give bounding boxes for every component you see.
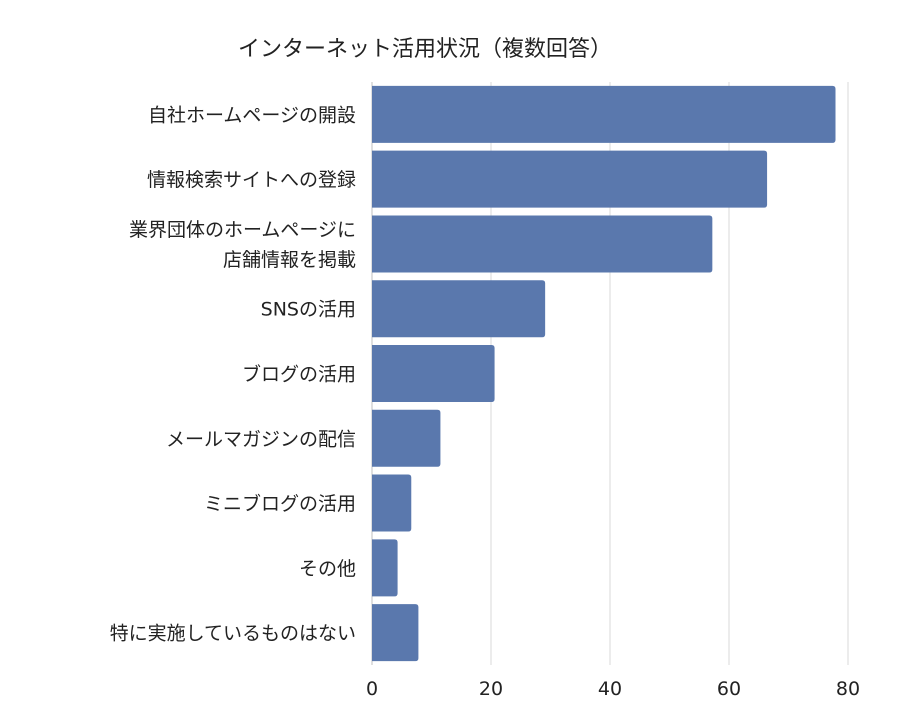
category-label: 情報検索サイトへの登録 xyxy=(147,169,356,191)
category-labels: 自社ホームページの開設情報検索サイトへの登録業界団体のホームページに店舗情報を掲… xyxy=(110,104,356,644)
category-label: ミニブログの活用 xyxy=(204,492,356,515)
category-label-line: ブログの活用 xyxy=(242,363,356,386)
category-label-line: 業界団体のホームページに xyxy=(129,219,356,241)
x-tick-label: 80 xyxy=(836,678,860,700)
bar xyxy=(372,604,419,662)
x-axis-ticks: 0 20 40 60 80 xyxy=(366,678,860,700)
bar xyxy=(372,85,836,143)
category-label-line: 情報検索サイトへの登録 xyxy=(147,169,356,191)
category-label-line: 特に実施しているものはない xyxy=(110,623,356,645)
bars xyxy=(372,85,836,662)
category-label-line: ミニブログの活用 xyxy=(204,492,356,515)
category-label-line: メールマガジンの配信 xyxy=(166,428,356,450)
category-label: メールマガジンの配信 xyxy=(166,428,356,450)
bar xyxy=(372,280,546,338)
chart-title: インターネット活用状況（複数回答） xyxy=(238,37,612,62)
category-label: 業界団体のホームページに店舗情報を掲載 xyxy=(129,219,356,271)
bar xyxy=(372,344,495,403)
category-label: SNSの活用 xyxy=(261,299,356,321)
category-label-line: その他 xyxy=(299,558,356,580)
x-tick-label: 20 xyxy=(479,678,503,700)
x-tick-label: 60 xyxy=(717,678,741,700)
category-label: ブログの活用 xyxy=(242,363,356,386)
x-tick-label: 40 xyxy=(598,678,622,700)
category-label: その他 xyxy=(299,558,356,580)
category-label: 自社ホームページの開設 xyxy=(148,104,356,126)
bar xyxy=(372,409,441,467)
bar xyxy=(372,539,398,597)
bar xyxy=(372,474,412,532)
category-label-line: 自社ホームページの開設 xyxy=(148,104,356,126)
bar xyxy=(372,150,768,208)
category-label-line: 店舗情報を掲載 xyxy=(223,249,356,271)
category-label-line: SNSの活用 xyxy=(261,299,356,321)
category-label: 特に実施しているものはない xyxy=(110,623,356,645)
bar xyxy=(372,215,713,273)
x-tick-label: 0 xyxy=(366,678,378,700)
